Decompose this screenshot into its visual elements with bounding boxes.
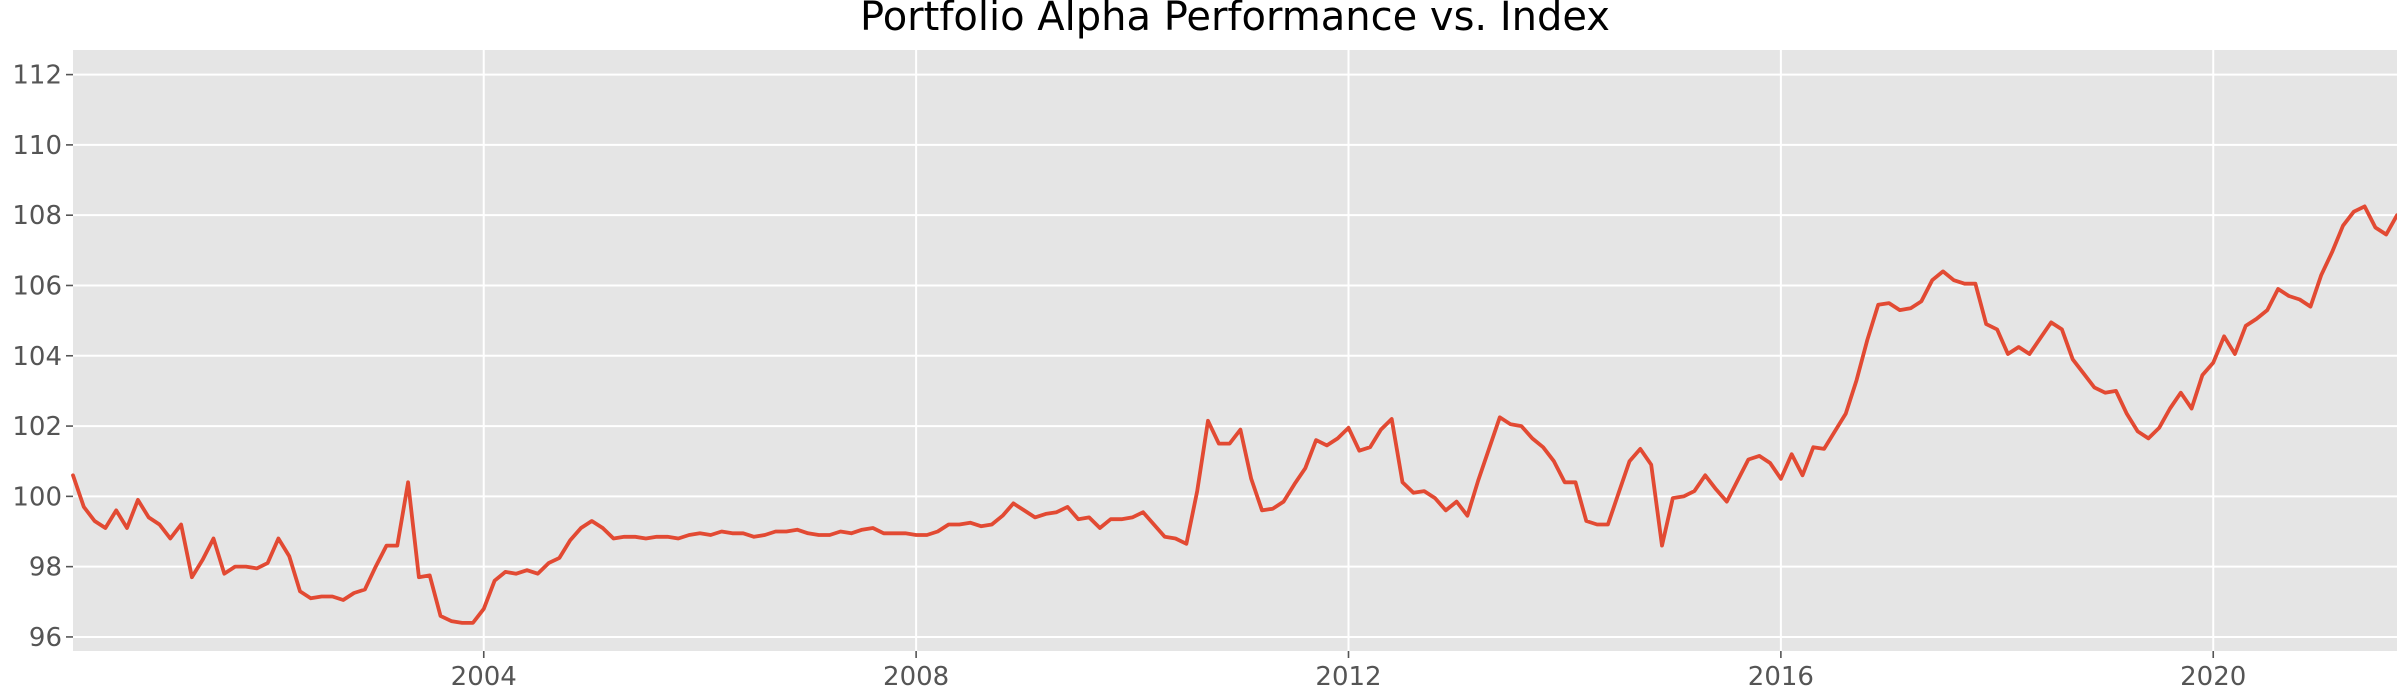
x-tick-label: 2016 <box>1748 662 1814 692</box>
x-axis: 2004 2008 2012 2016 2020 <box>451 651 2246 692</box>
series-group <box>71 204 2397 625</box>
chart-title: Portfolio Alpha Performance vs. Index <box>860 0 1610 40</box>
y-tick-label: 96 <box>29 623 62 653</box>
y-tick-label: 112 <box>12 61 62 91</box>
x-tick-label: 2012 <box>1315 662 1381 692</box>
y-tick-label: 110 <box>12 131 62 161</box>
y-tick-label: 100 <box>12 482 62 512</box>
y-tick-label: 98 <box>29 553 62 583</box>
x-gridlines <box>482 50 2215 651</box>
y-tick-label: 106 <box>12 271 62 301</box>
x-tick-label: 2020 <box>2180 662 2246 692</box>
x-tick-label: 2008 <box>883 662 949 692</box>
y-gridlines <box>73 73 2397 638</box>
y-axis: 96 98 100 102 104 106 108 110 112 <box>12 61 73 653</box>
y-tick-label: 104 <box>12 342 62 372</box>
plot-area <box>73 50 2397 651</box>
y-tick-label: 108 <box>12 201 62 231</box>
series-line <box>71 204 2397 625</box>
y-tick-label: 102 <box>12 412 62 442</box>
x-tick-label: 2004 <box>451 662 517 692</box>
